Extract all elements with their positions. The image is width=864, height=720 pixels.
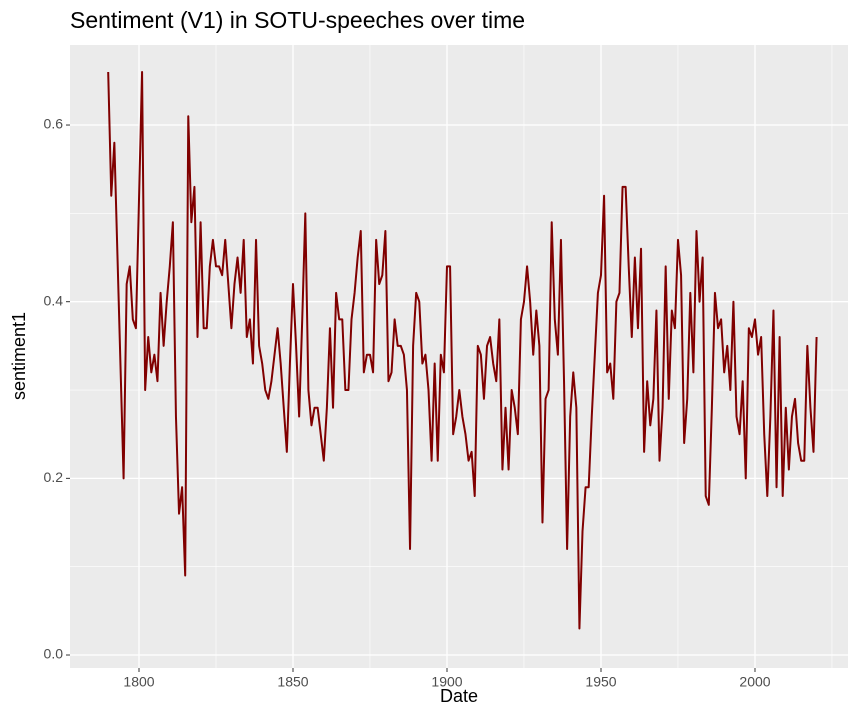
y-tick-label: 0.4 <box>44 292 64 308</box>
marks <box>107 71 818 630</box>
x-tick-label: 1900 <box>431 674 462 690</box>
y-axis-label: sentiment1 <box>9 312 29 400</box>
y-tick-label: 0.6 <box>44 116 64 132</box>
chart-title: Sentiment (V1) in SOTU-speeches over tim… <box>70 7 525 33</box>
grid <box>70 45 848 668</box>
x-tick-label: 2000 <box>739 674 770 690</box>
panel <box>70 45 848 668</box>
x-tick-label: 1800 <box>123 674 154 690</box>
x-tick-label: 1850 <box>277 674 308 690</box>
data-line <box>107 71 818 630</box>
x-tick-label: 1950 <box>585 674 616 690</box>
y-tick-label: 0.2 <box>44 469 64 485</box>
x-axis-label: Date <box>440 686 478 706</box>
y-tick-label: 0.0 <box>44 646 64 662</box>
